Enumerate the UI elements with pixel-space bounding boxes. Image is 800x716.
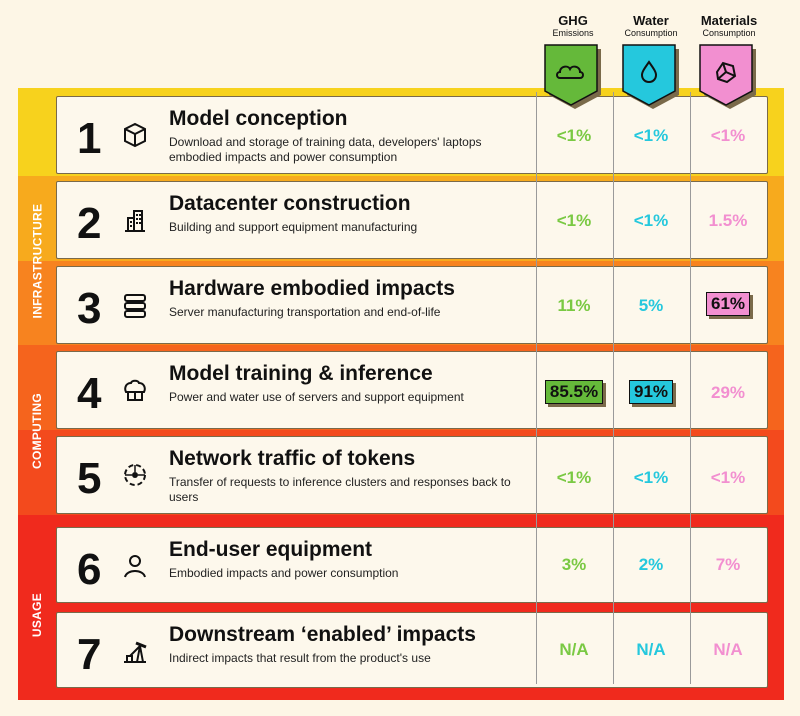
row-description: Download and storage of training data, d… — [169, 135, 482, 164]
column-subtitle-materials: Consumption — [702, 28, 756, 38]
column-header-ghg: GHG Emissions — [528, 14, 618, 39]
materials-value: 1.5% — [708, 211, 748, 230]
column-divider — [690, 92, 691, 684]
column-divider — [536, 92, 537, 684]
building-icon — [125, 210, 145, 232]
cube-icon — [124, 122, 146, 148]
section-usage: USAGE — [18, 530, 56, 700]
row-description: Server manufacturing transportation and … — [169, 305, 441, 319]
materials-value-highlight: 61% — [705, 292, 751, 316]
row-title: Network traffic of tokens — [169, 447, 416, 470]
lifecycle-row-5: 5 Network traffic of tokens Transfer of … — [56, 436, 768, 514]
row-title: Datacenter construction — [169, 192, 411, 215]
row-title: End-user equipment — [169, 538, 373, 561]
water-drop-icon — [640, 60, 658, 84]
water-value: <1% — [633, 126, 669, 145]
rock-icon — [715, 61, 737, 84]
ghg-value: 3% — [561, 555, 587, 574]
lifecycle-row-2: 2 Datacenter construction Building and s… — [56, 181, 768, 259]
section-infrastructure-label: INFRASTRUCTURE — [30, 203, 44, 319]
water-value: <1% — [633, 211, 669, 230]
row-number: 6 — [77, 545, 102, 594]
row-number: 3 — [77, 284, 102, 333]
lifecycle-row-6: 6 End-user equipment Embodied impacts an… — [56, 527, 768, 603]
water-value: <1% — [633, 468, 669, 487]
column-subtitle-water: Consumption — [624, 28, 678, 38]
row-description: Indirect impacts that result from the pr… — [169, 651, 431, 665]
materials-value: <1% — [710, 468, 746, 487]
server-icon — [124, 294, 146, 318]
network-icon — [124, 464, 146, 486]
column-header-water: Water Consumption — [606, 14, 696, 39]
row-title: Downstream ‘enabled’ impacts — [169, 623, 476, 646]
materials-flag — [699, 44, 756, 109]
row-number: 2 — [77, 199, 102, 248]
lifecycle-row-1: 1 Model conception Download and storage … — [56, 96, 768, 174]
user-icon — [124, 555, 146, 578]
row-title: Hardware embodied impacts — [169, 277, 455, 300]
ghg-value: N/A — [559, 640, 589, 659]
ghg-flag — [544, 44, 601, 109]
section-computing-label: COMPUTING — [30, 392, 44, 470]
row-number: 5 — [77, 454, 102, 503]
column-divider — [613, 92, 614, 684]
lifecycle-row-7: 7 Downstream ‘enabled’ impacts Indirect … — [56, 612, 768, 688]
section-infrastructure: INFRASTRUCTURE — [18, 176, 56, 346]
materials-value: N/A — [713, 640, 743, 659]
water-value-highlight: 91% — [628, 380, 674, 404]
column-title-materials: Materials — [700, 13, 758, 28]
ghg-value: <1% — [556, 468, 592, 487]
brain-icon — [124, 379, 146, 401]
water-value: 5% — [638, 296, 664, 315]
row-number: 7 — [77, 630, 102, 679]
column-title-water: Water — [633, 13, 669, 28]
cloud-icon — [556, 65, 584, 79]
section-usage-label: USAGE — [30, 592, 44, 638]
water-value: 2% — [638, 555, 664, 574]
ghg-value: 11% — [557, 296, 591, 315]
row-description: Embodied impacts and power consumption — [169, 566, 399, 580]
materials-value: <1% — [710, 126, 746, 145]
column-subtitle-ghg: Emissions — [552, 28, 594, 38]
row-number: 4 — [77, 369, 102, 418]
materials-value: 7% — [715, 555, 741, 574]
column-header-materials: Materials Consumption — [684, 14, 774, 39]
ghg-value-highlight: 85.5% — [544, 380, 604, 404]
water-flag — [622, 44, 679, 109]
row-number: 1 — [77, 114, 102, 163]
section-computing: COMPUTING — [18, 346, 56, 516]
row-description: Building and support equipment manufactu… — [169, 220, 418, 234]
ghg-value: <1% — [556, 211, 592, 230]
water-value: N/A — [636, 640, 666, 659]
row-title: Model training & inference — [169, 362, 433, 385]
row-description: Power and water use of servers and suppo… — [169, 390, 464, 404]
row-title: Model conception — [169, 107, 348, 130]
lifecycle-row-3: 3 Hardware embodied impacts Server manuf… — [56, 266, 768, 344]
materials-value: 29% — [710, 383, 746, 402]
column-title-ghg: GHG — [558, 13, 588, 28]
oil-pump-icon — [124, 641, 147, 663]
row-description: Transfer of requests to inference cluste… — [169, 475, 511, 504]
ghg-value: <1% — [556, 126, 592, 145]
